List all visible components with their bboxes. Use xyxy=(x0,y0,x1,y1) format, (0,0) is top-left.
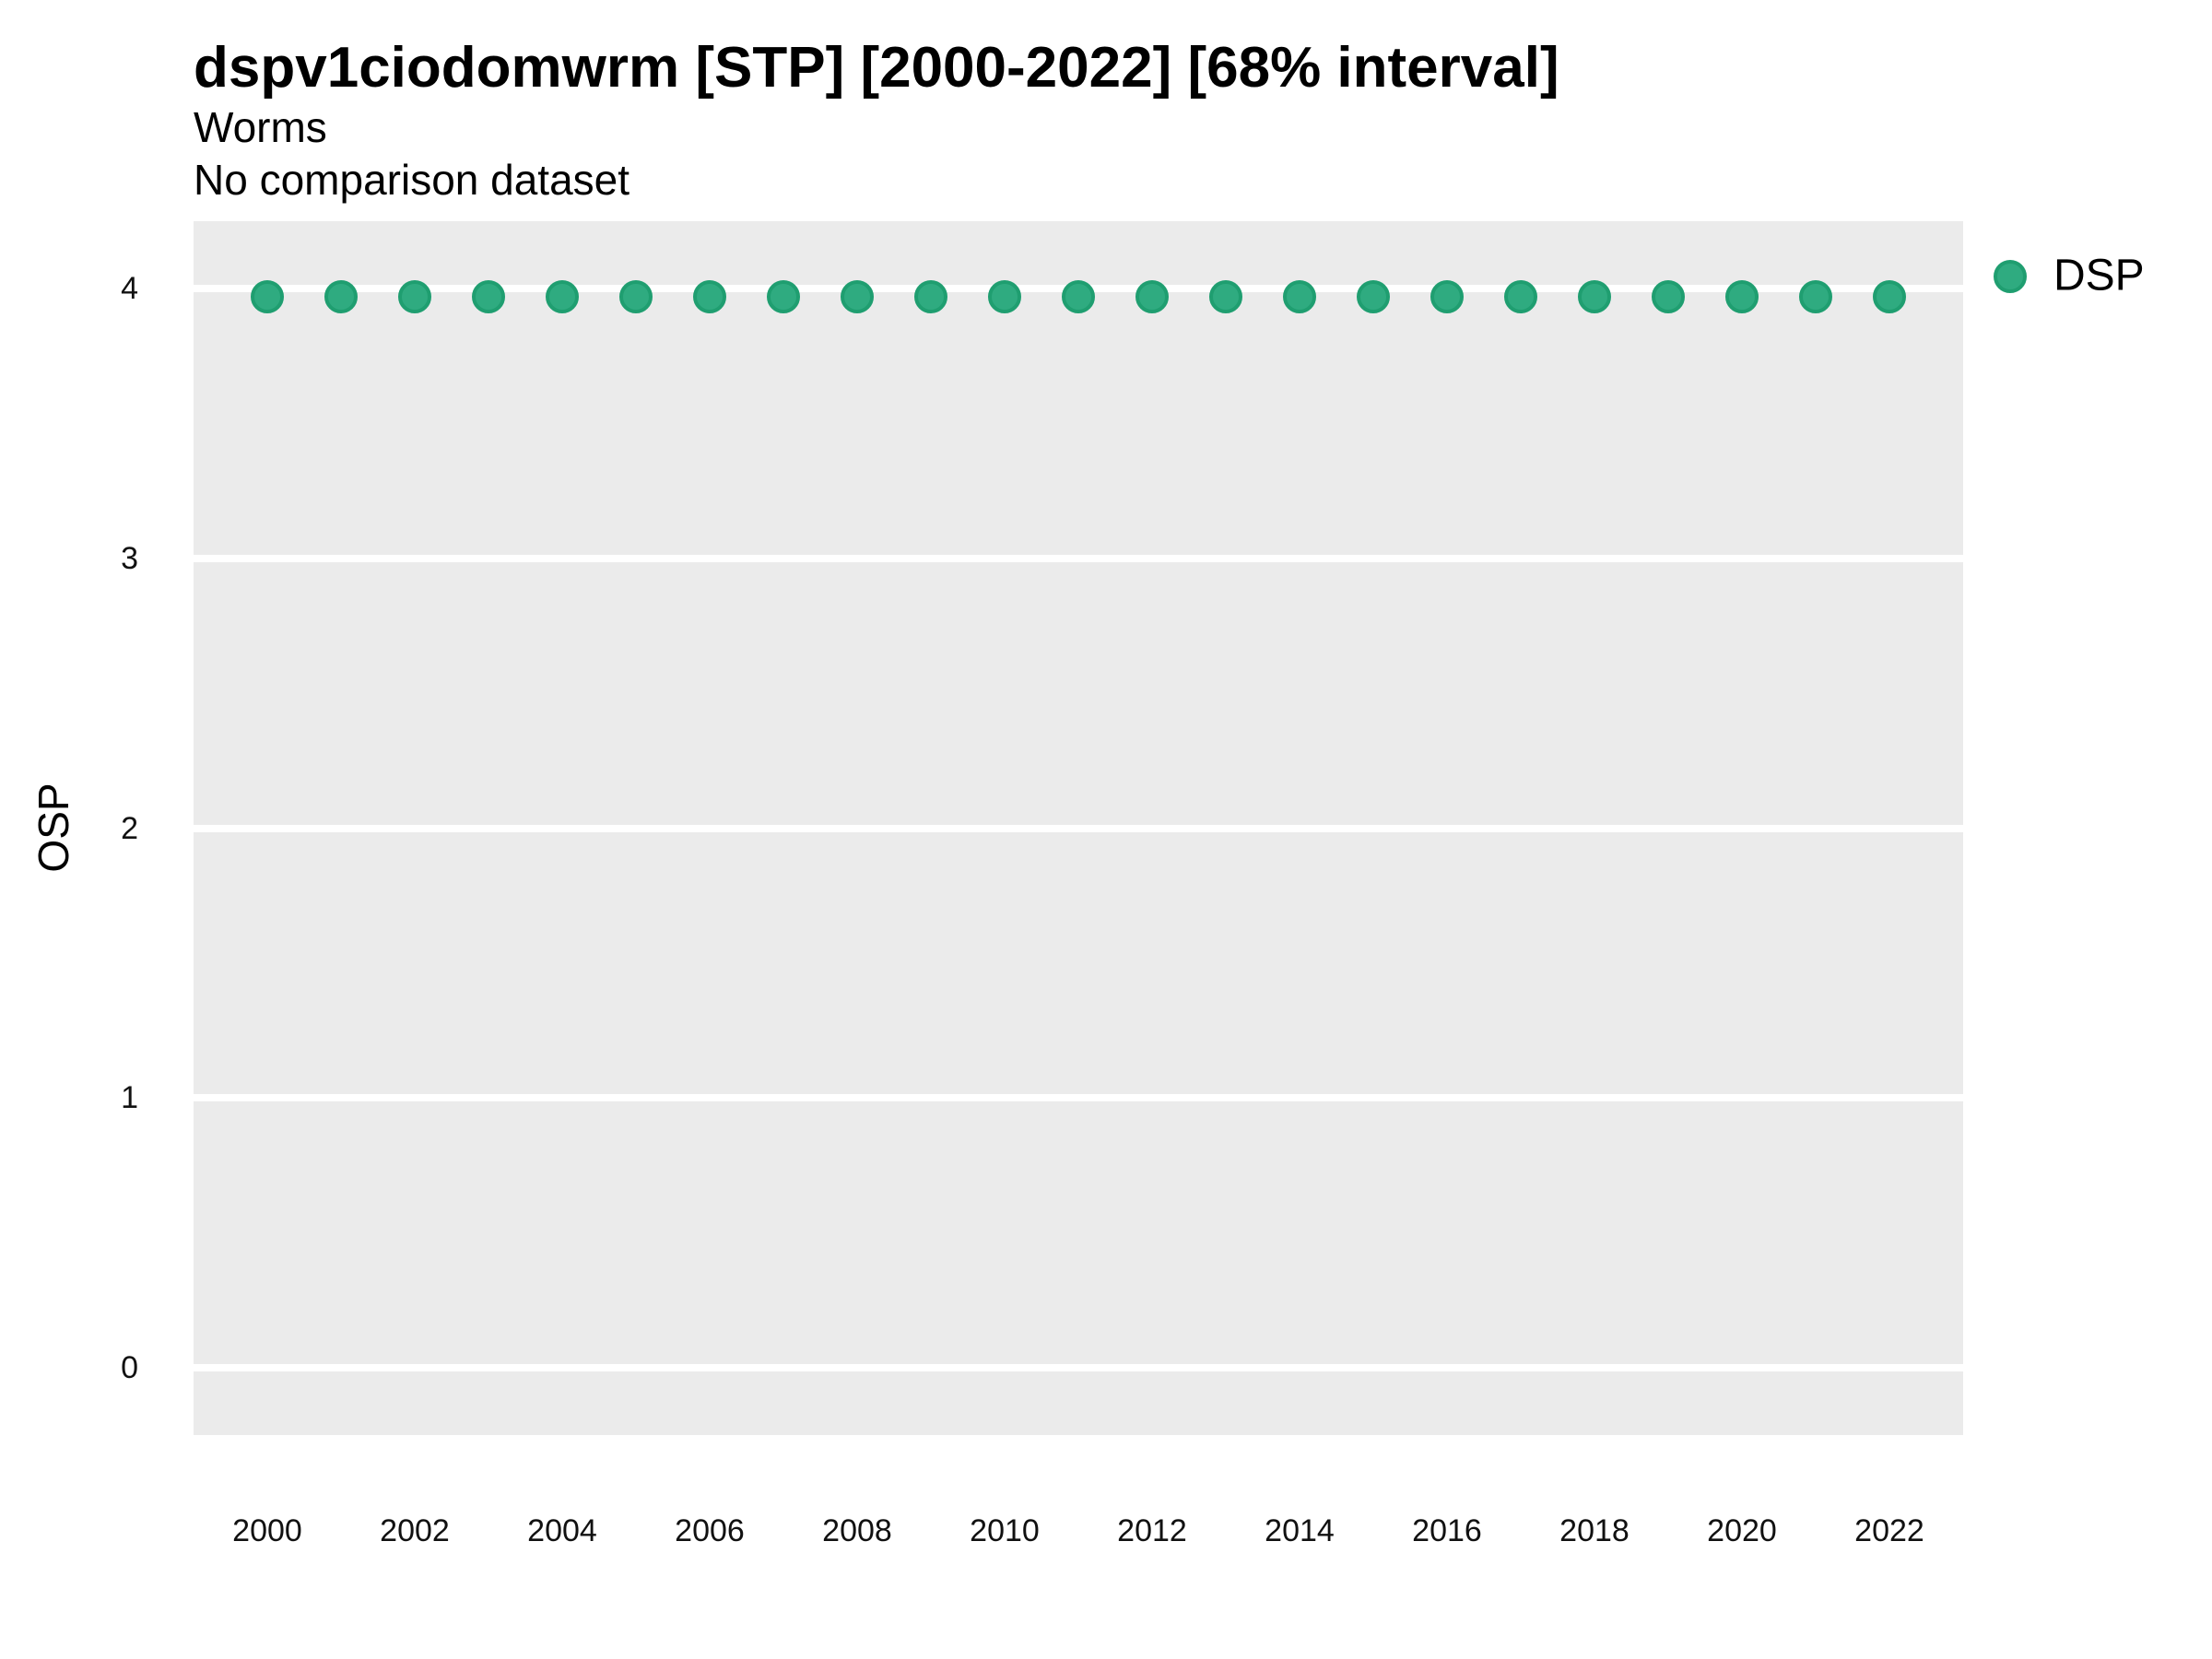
comparison-note: No comparison dataset xyxy=(194,156,630,204)
data-point xyxy=(988,279,1021,313)
data-point xyxy=(472,279,505,313)
x-tick-label: 2002 xyxy=(380,1513,450,1548)
data-point xyxy=(841,279,874,313)
gridline-y-2 xyxy=(194,824,1963,832)
data-point xyxy=(1799,279,1832,313)
plot-panel xyxy=(194,221,1963,1435)
data-point xyxy=(1873,279,1906,313)
gridline-y-3 xyxy=(194,554,1963,562)
data-point xyxy=(619,279,653,313)
legend-label: DSP xyxy=(2053,251,2145,300)
data-point xyxy=(398,279,431,313)
x-tick-label: 2000 xyxy=(232,1513,302,1548)
x-tick-label: 2010 xyxy=(970,1513,1040,1548)
data-point xyxy=(767,279,800,313)
data-point xyxy=(1209,279,1242,313)
x-tick-label: 2008 xyxy=(822,1513,892,1548)
data-point xyxy=(546,279,579,313)
gridline-y-0 xyxy=(194,1363,1963,1371)
x-tick-label: 2004 xyxy=(527,1513,597,1548)
data-point xyxy=(1504,279,1537,313)
x-tick-label: 2018 xyxy=(1559,1513,1630,1548)
x-tick-label: 2014 xyxy=(1265,1513,1335,1548)
data-point xyxy=(1357,279,1390,313)
data-point xyxy=(1652,279,1685,313)
x-tick-label: 2006 xyxy=(675,1513,745,1548)
data-point xyxy=(324,279,358,313)
data-point xyxy=(251,279,284,313)
chart-subtitle: Worms xyxy=(194,103,327,151)
data-point xyxy=(1725,279,1759,313)
gridline-y-1 xyxy=(194,1094,1963,1102)
x-tick-label: 2022 xyxy=(1854,1513,1924,1548)
x-tick-label: 2012 xyxy=(1117,1513,1187,1548)
y-tick-label: 2 xyxy=(121,810,138,846)
data-point xyxy=(914,279,947,313)
x-tick-label: 2020 xyxy=(1707,1513,1777,1548)
data-point xyxy=(693,279,726,313)
legend-point-icon xyxy=(1994,260,2027,293)
chart-title: dspv1ciodomwrm [STP] [2000-2022] [68% in… xyxy=(194,36,1559,100)
data-point xyxy=(1135,279,1169,313)
data-point xyxy=(1283,279,1316,313)
y-tick-label: 1 xyxy=(121,1080,138,1116)
data-point xyxy=(1430,279,1464,313)
data-point xyxy=(1578,279,1611,313)
x-tick-label: 2016 xyxy=(1412,1513,1482,1548)
data-point xyxy=(1062,279,1095,313)
y-tick-label: 0 xyxy=(121,1349,138,1385)
y-tick-label: 3 xyxy=(121,540,138,576)
y-tick-label: 4 xyxy=(121,271,138,307)
